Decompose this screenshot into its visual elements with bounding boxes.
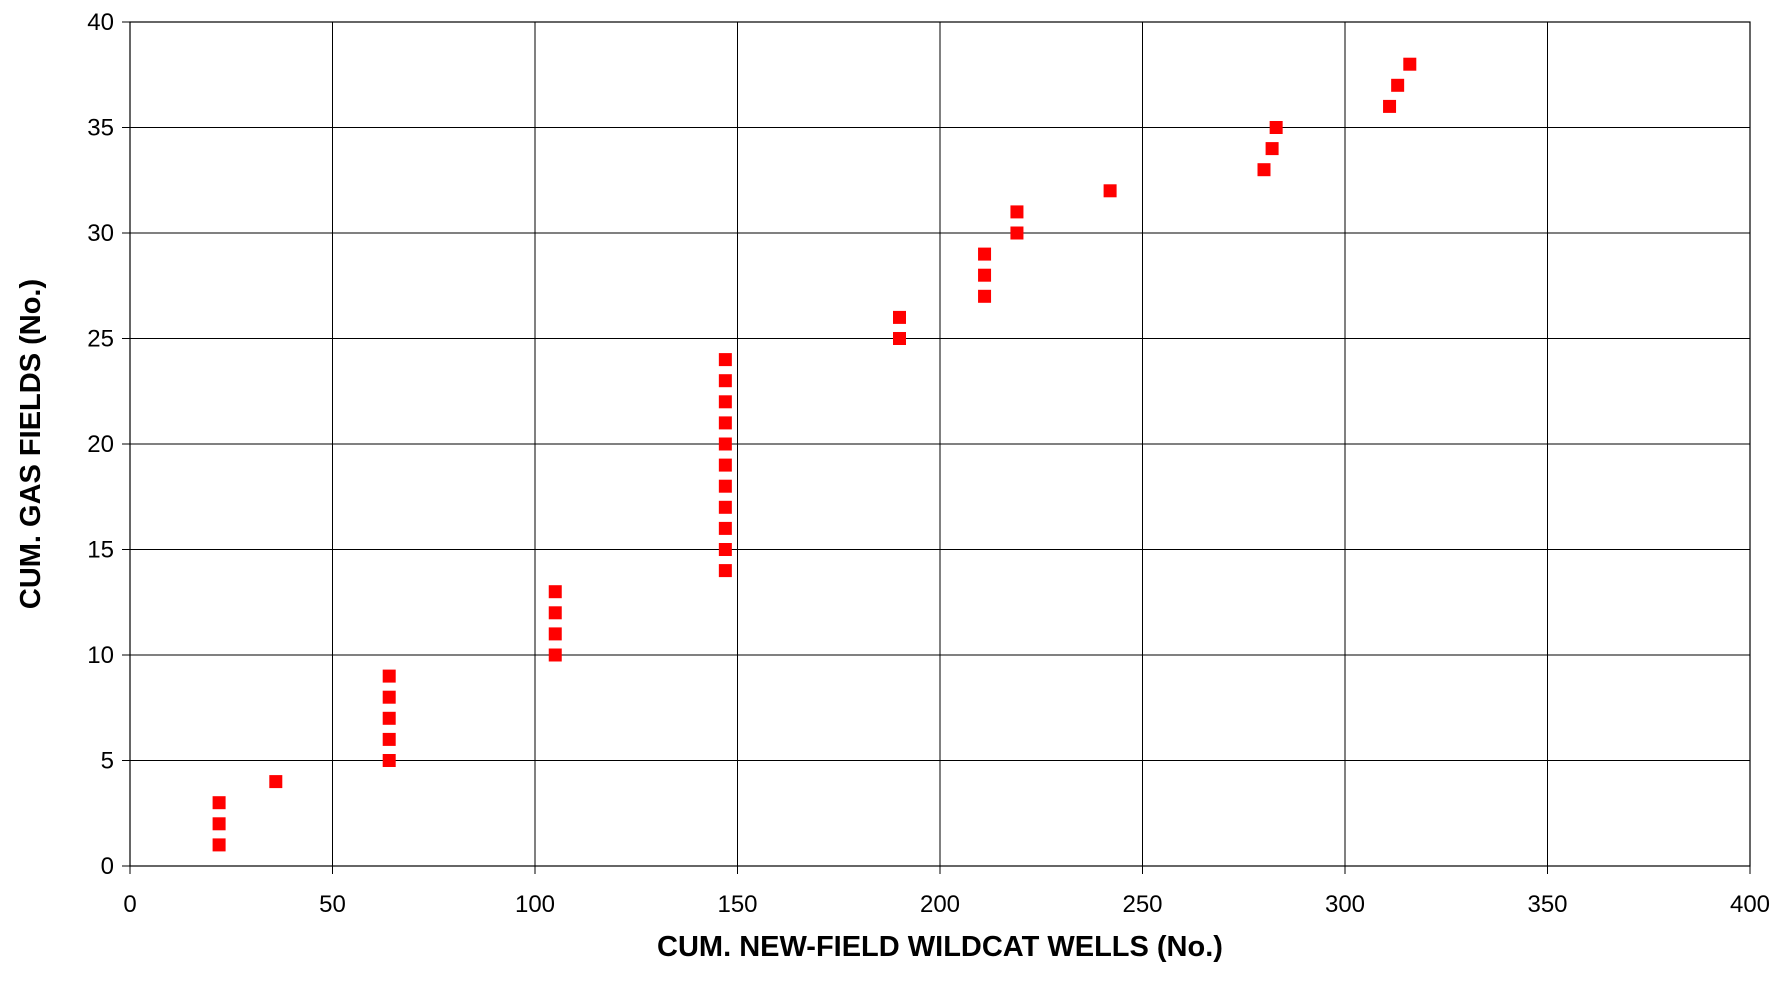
data-points (212, 57, 1417, 852)
data-point (1391, 78, 1405, 92)
y-tick-label: 40 (87, 9, 114, 36)
data-point (1103, 184, 1117, 198)
y-tick-label: 35 (87, 115, 114, 142)
data-point (1383, 99, 1397, 113)
x-tick-label: 100 (515, 891, 555, 918)
y-tick-label: 30 (87, 220, 114, 247)
y-tick-label: 20 (87, 431, 114, 458)
data-point (548, 606, 562, 620)
data-point (893, 310, 906, 324)
y-tick-label: 5 (101, 748, 114, 775)
y-axis-tick-labels: 0 5 10 15 20 25 30 35 40 (87, 9, 114, 880)
x-tick-label: 50 (319, 891, 346, 918)
x-axis-tick-labels: 0 50 100 150 200 250 300 350 400 (123, 891, 1770, 918)
data-point (1265, 142, 1279, 156)
data-point (1010, 226, 1024, 240)
x-tick-label: 150 (717, 891, 757, 918)
data-point (978, 247, 992, 261)
data-point (718, 437, 732, 451)
data-point (718, 500, 732, 514)
data-point (718, 374, 732, 388)
data-point (718, 521, 732, 535)
data-point (718, 564, 732, 578)
data-point (718, 543, 732, 556)
x-tick-label: 400 (1730, 891, 1770, 918)
data-point (893, 332, 906, 345)
data-point (1403, 57, 1417, 71)
y-tick-label: 10 (87, 642, 114, 669)
data-point (718, 395, 732, 409)
data-point (1269, 121, 1283, 134)
x-tick-label: 300 (1325, 891, 1365, 918)
data-point (718, 479, 732, 493)
data-point (382, 711, 396, 725)
data-point (978, 289, 992, 303)
data-point (548, 648, 562, 662)
y-tick-label: 25 (87, 326, 114, 353)
data-point (548, 585, 562, 599)
grid-layer (129, 21, 1751, 867)
data-point (382, 754, 396, 767)
data-point (978, 268, 992, 282)
data-point (212, 796, 226, 810)
x-tick-label: 350 (1527, 891, 1567, 918)
data-point (269, 775, 283, 789)
y-tick-label: 15 (87, 537, 114, 564)
data-point (382, 732, 396, 746)
data-point (718, 353, 732, 367)
data-point (1257, 163, 1271, 177)
data-point (548, 627, 562, 641)
data-point (212, 817, 226, 831)
y-tick-label: 0 (101, 853, 114, 880)
x-tick-label: 250 (1122, 891, 1162, 918)
data-point (382, 690, 396, 704)
axis-ticks (122, 21, 1751, 874)
x-tick-label: 200 (920, 891, 960, 918)
data-point (382, 669, 396, 683)
x-tick-label: 0 (123, 891, 136, 918)
data-point (718, 458, 732, 472)
data-point (212, 838, 226, 852)
x-axis-title: CUM. NEW-FIELD WILDCAT WELLS (No.) (657, 931, 1223, 963)
data-point (1010, 205, 1024, 219)
data-point (718, 416, 732, 430)
y-axis-title: CUM. GAS FIELDS (No.) (15, 279, 47, 609)
